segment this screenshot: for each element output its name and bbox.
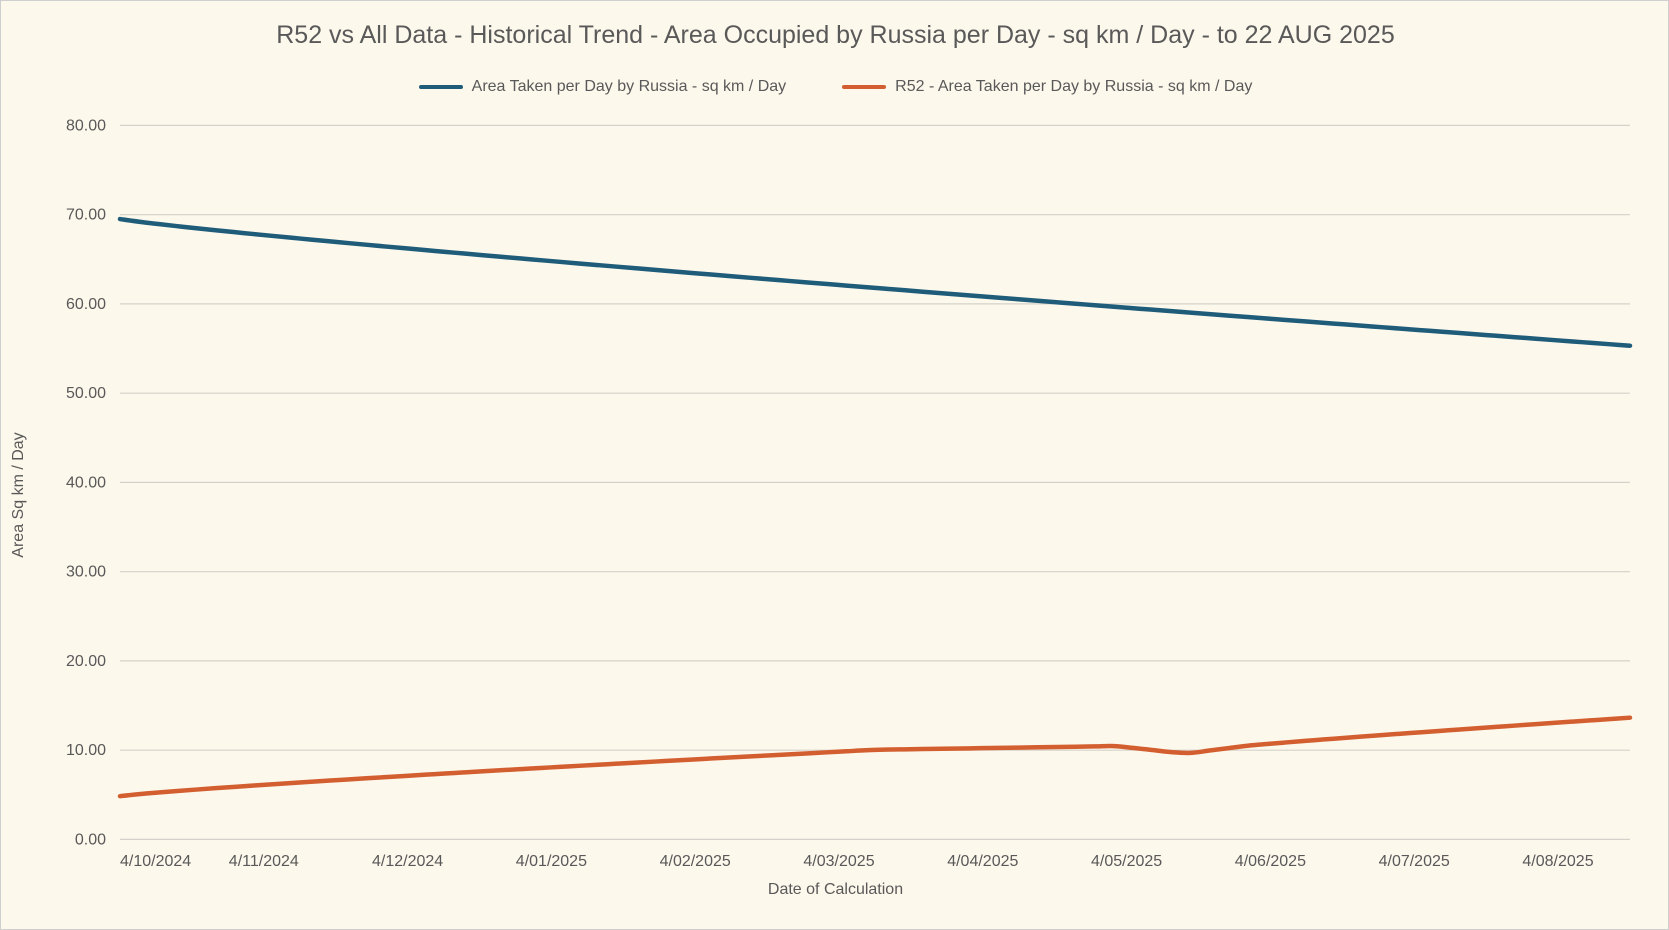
- svg-text:4/11/2024: 4/11/2024: [229, 853, 299, 870]
- svg-text:4/01/2025: 4/01/2025: [516, 853, 587, 870]
- svg-text:4/10/2024: 4/10/2024: [120, 853, 191, 870]
- svg-text:4/03/2025: 4/03/2025: [803, 853, 874, 870]
- svg-text:50.00: 50.00: [66, 385, 106, 402]
- svg-text:30.00: 30.00: [66, 564, 106, 581]
- svg-text:4/02/2025: 4/02/2025: [660, 853, 731, 870]
- svg-text:4/06/2025: 4/06/2025: [1235, 853, 1306, 870]
- svg-text:4/08/2025: 4/08/2025: [1522, 853, 1593, 870]
- svg-text:4/07/2025: 4/07/2025: [1379, 853, 1450, 870]
- svg-text:60.00: 60.00: [66, 296, 106, 313]
- svg-text:10.00: 10.00: [66, 742, 106, 759]
- svg-text:4/12/2024: 4/12/2024: [372, 853, 443, 870]
- svg-text:4/04/2025: 4/04/2025: [947, 853, 1018, 870]
- svg-text:70.00: 70.00: [66, 207, 106, 224]
- svg-text:0.00: 0.00: [75, 831, 106, 848]
- svg-text:4/05/2025: 4/05/2025: [1091, 853, 1162, 870]
- svg-text:40.00: 40.00: [66, 474, 106, 491]
- svg-text:80.00: 80.00: [66, 117, 106, 134]
- svg-text:20.00: 20.00: [66, 653, 106, 670]
